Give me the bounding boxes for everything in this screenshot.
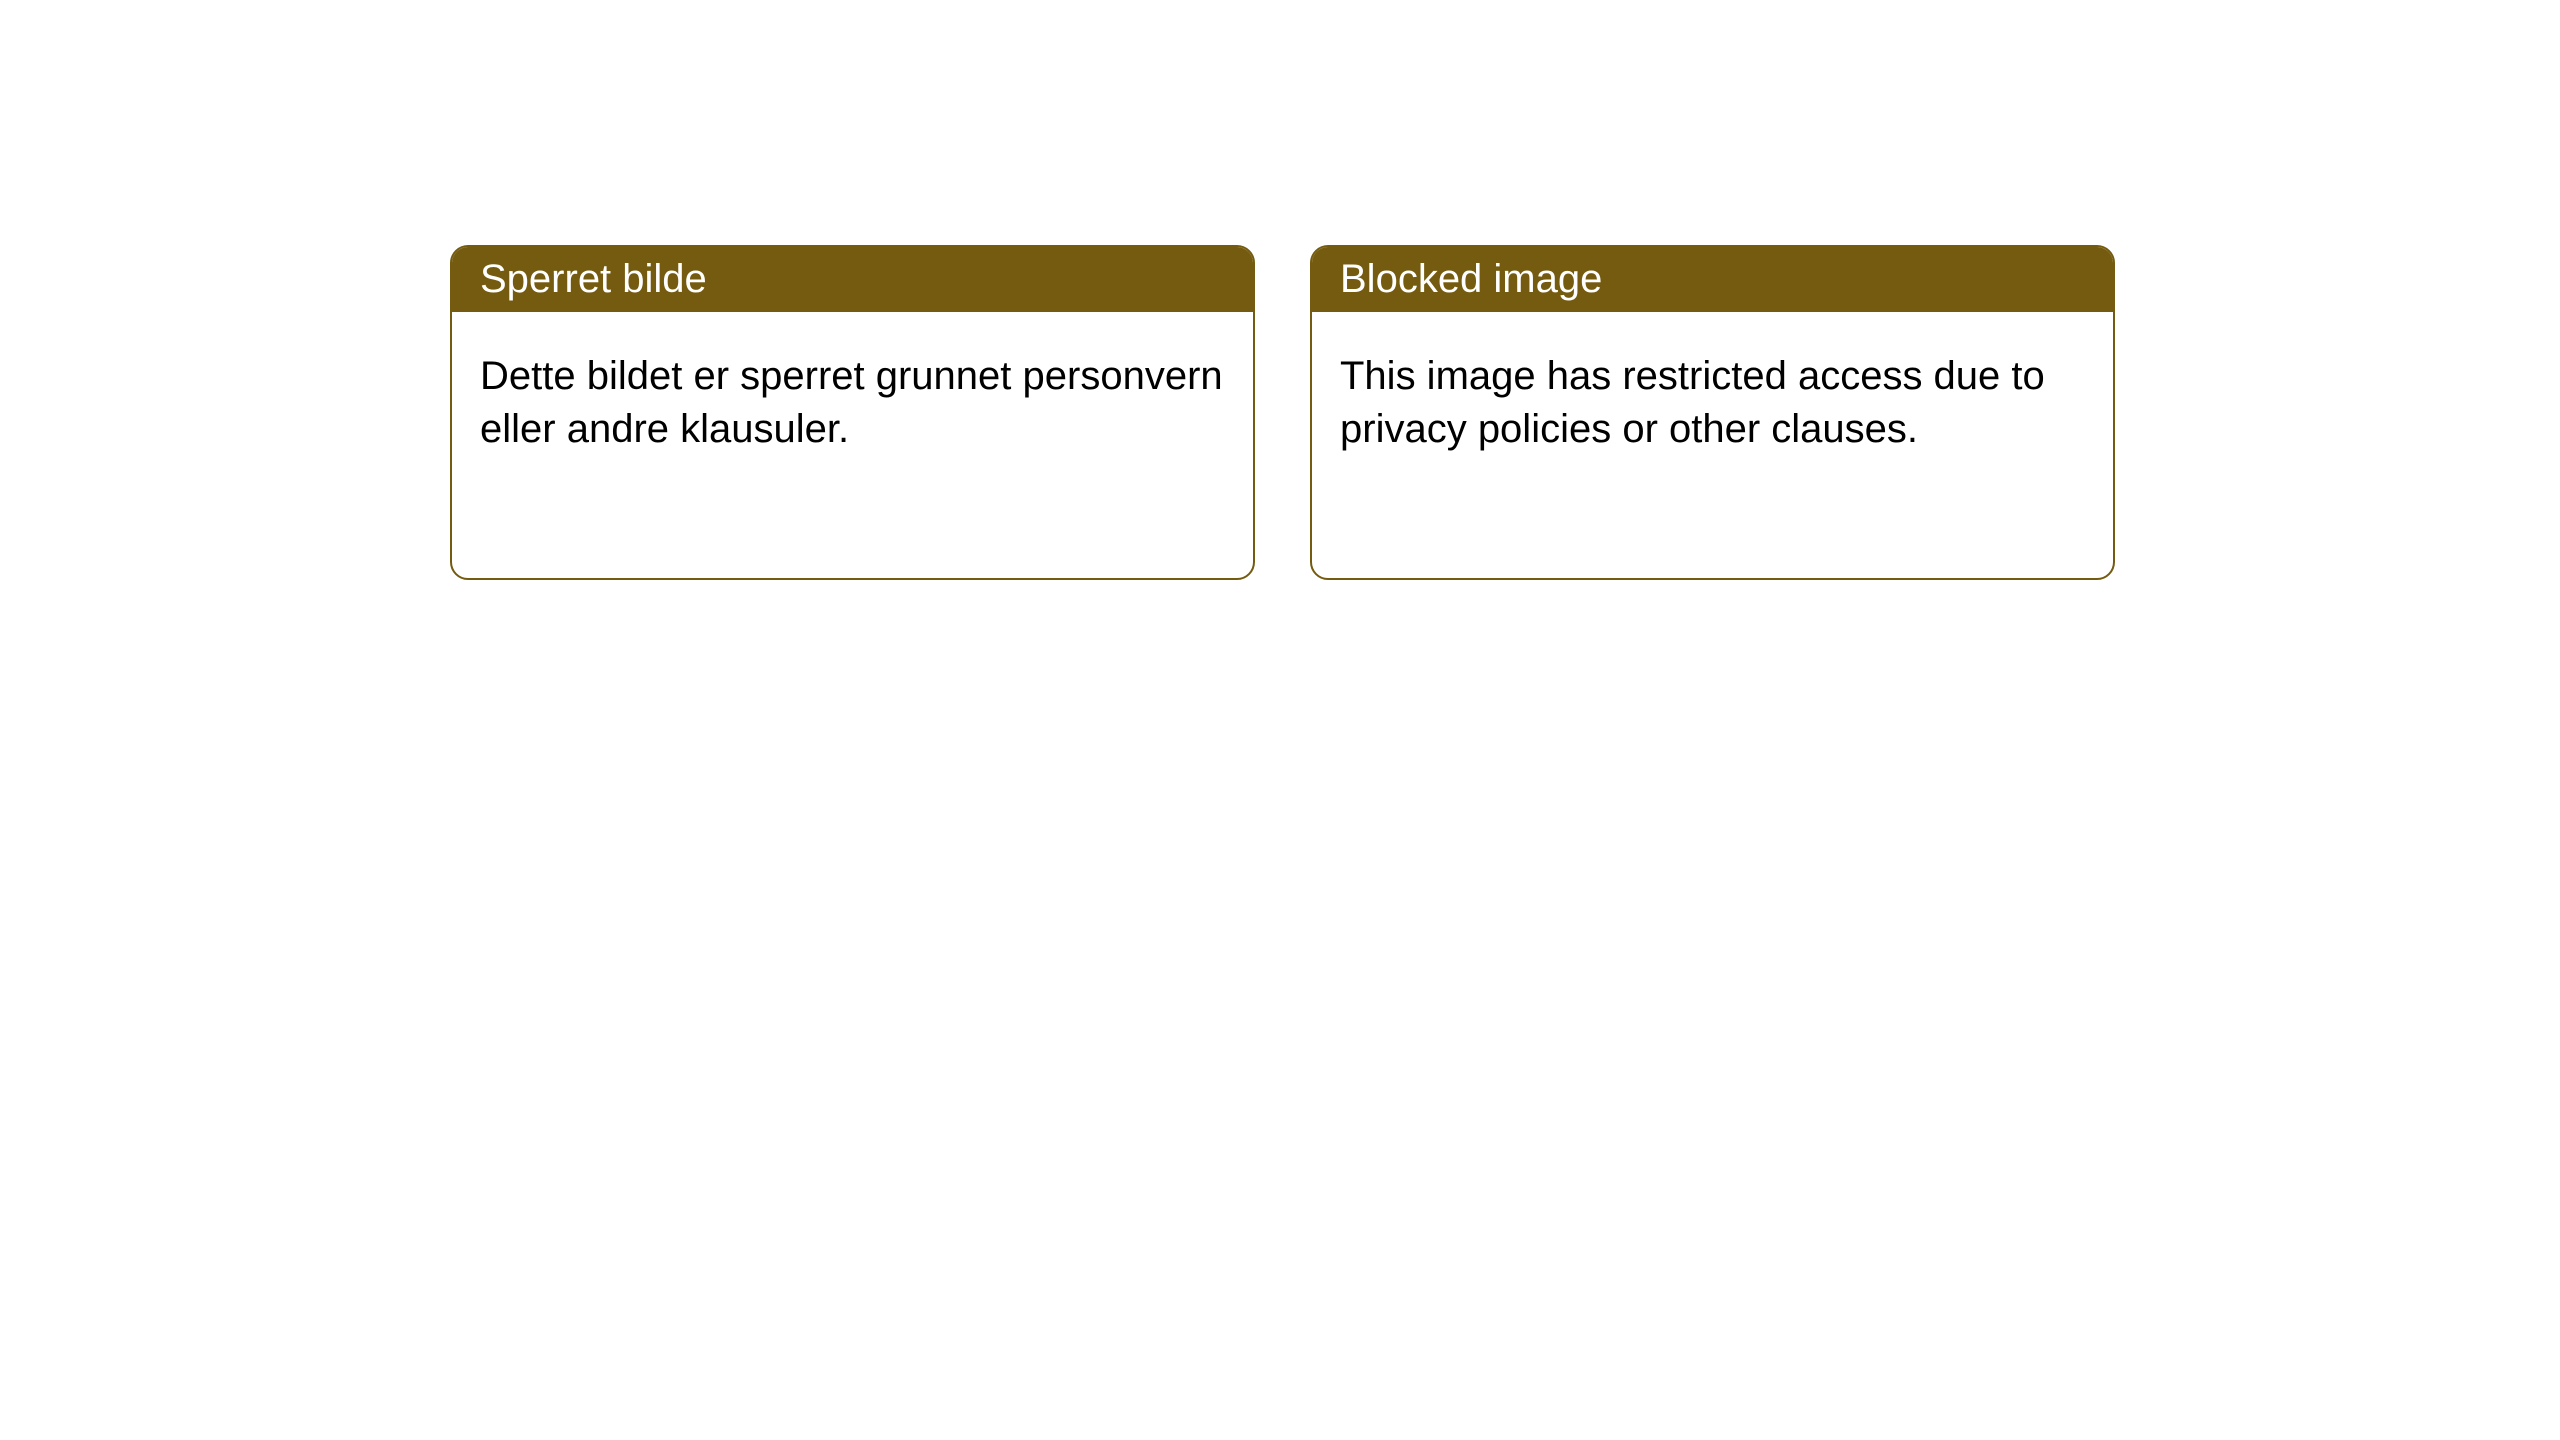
blocked-image-card-norwegian: Sperret bilde Dette bildet er sperret gr… bbox=[450, 245, 1255, 580]
card-body-text: Dette bildet er sperret grunnet personve… bbox=[480, 354, 1223, 451]
card-header: Blocked image bbox=[1312, 247, 2113, 312]
card-body-text: This image has restricted access due to … bbox=[1340, 354, 2045, 451]
card-body: Dette bildet er sperret grunnet personve… bbox=[452, 312, 1253, 494]
card-header-text: Blocked image bbox=[1340, 257, 1602, 301]
notice-container: Sperret bilde Dette bildet er sperret gr… bbox=[0, 0, 2560, 580]
blocked-image-card-english: Blocked image This image has restricted … bbox=[1310, 245, 2115, 580]
card-header: Sperret bilde bbox=[452, 247, 1253, 312]
card-header-text: Sperret bilde bbox=[480, 257, 707, 301]
card-body: This image has restricted access due to … bbox=[1312, 312, 2113, 494]
